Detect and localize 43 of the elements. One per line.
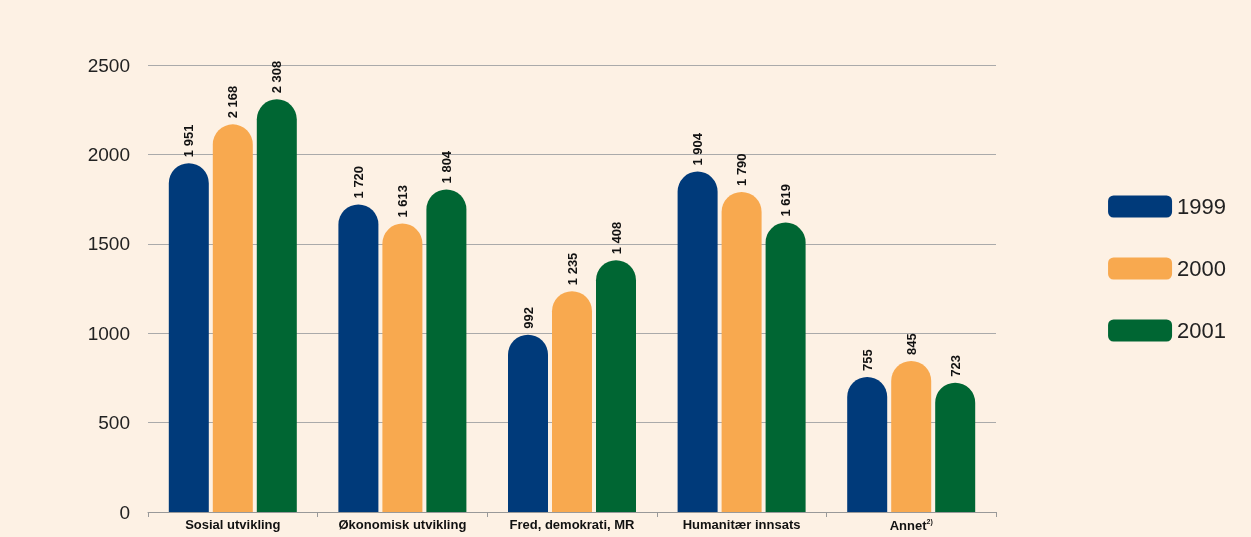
legend-label: 2000 (1177, 256, 1227, 281)
data-label: 2 168 (225, 85, 241, 119)
bar (891, 360, 932, 512)
bar (847, 377, 888, 512)
data-label: 755 (859, 349, 875, 372)
bar (552, 291, 592, 512)
bar (677, 171, 718, 512)
x-tick-label: Humanitær innsats (682, 517, 801, 532)
bar (721, 191, 762, 512)
data-label: 1 804 (438, 150, 454, 184)
x-tick-label: Fred, demokrati, MR (509, 517, 636, 532)
bar (212, 124, 253, 512)
bar (935, 382, 976, 512)
bar (508, 334, 548, 512)
data-label: 845 (903, 333, 919, 355)
data-label: 1 904 (690, 132, 706, 166)
data-label: 1 408 (608, 221, 624, 255)
y-tick-label: 500 (98, 412, 130, 434)
y-tick-label: 0 (119, 501, 130, 523)
legend-label: 2001 (1177, 318, 1227, 343)
data-label: 1 235 (564, 252, 580, 286)
bar (765, 222, 806, 512)
data-label: 723 (947, 355, 963, 377)
bar (168, 163, 209, 512)
legend-label: 1999 (1177, 194, 1227, 219)
bar (426, 189, 467, 512)
bar (338, 204, 379, 512)
y-tick-label: 1500 (87, 233, 130, 255)
data-label: 1 619 (778, 183, 794, 217)
data-label: 1 613 (394, 185, 410, 218)
data-label: 1 951 (181, 124, 197, 158)
y-tick-label: 2000 (87, 143, 130, 165)
data-label: 1 720 (350, 165, 366, 199)
x-tick-label: Sosial utvikling (185, 517, 281, 532)
data-label: 2 308 (269, 60, 285, 94)
y-tick-label: 2500 (87, 54, 130, 76)
x-tick-label: Økonomisk utvikling (338, 517, 467, 532)
y-tick-label: 1000 (87, 322, 130, 344)
bar (256, 99, 297, 512)
bar (596, 260, 636, 512)
data-label: 992 (520, 306, 536, 329)
data-label: 1 790 (734, 153, 750, 186)
bar (382, 223, 423, 512)
